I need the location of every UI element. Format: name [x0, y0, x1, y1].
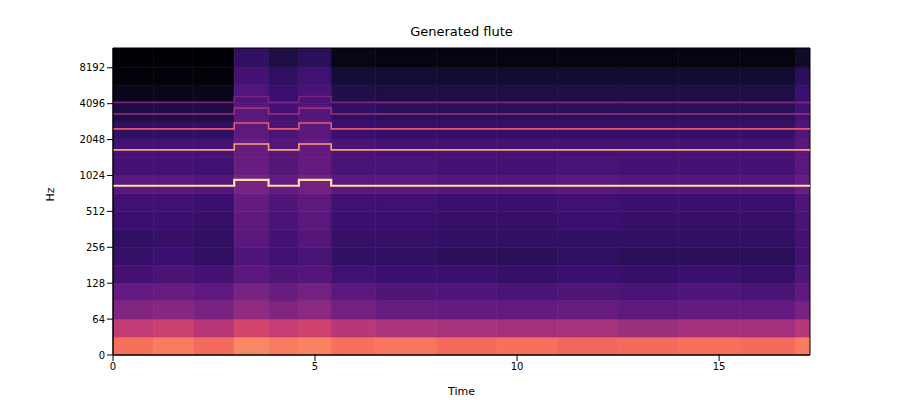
svg-text:10: 10 — [511, 361, 524, 372]
svg-text:256: 256 — [86, 242, 105, 253]
svg-text:0: 0 — [110, 361, 116, 372]
svg-text:8192: 8192 — [80, 62, 105, 73]
html-text:Generated flute: Generated flute — [410, 24, 513, 39]
svg-text:15: 15 — [713, 361, 726, 372]
svg-text:Hz: Hz — [44, 187, 57, 201]
svg-text:5: 5 — [312, 361, 318, 372]
svg-text:0: 0 — [99, 350, 105, 361]
svg-text:128: 128 — [86, 278, 105, 289]
svg-text:2048: 2048 — [80, 134, 105, 145]
svg-text:512: 512 — [86, 206, 105, 217]
svg-text:64: 64 — [92, 314, 105, 325]
svg-text:4096: 4096 — [80, 98, 105, 109]
svg-text:Time: Time — [447, 385, 475, 398]
svg-text:1024: 1024 — [80, 170, 105, 181]
